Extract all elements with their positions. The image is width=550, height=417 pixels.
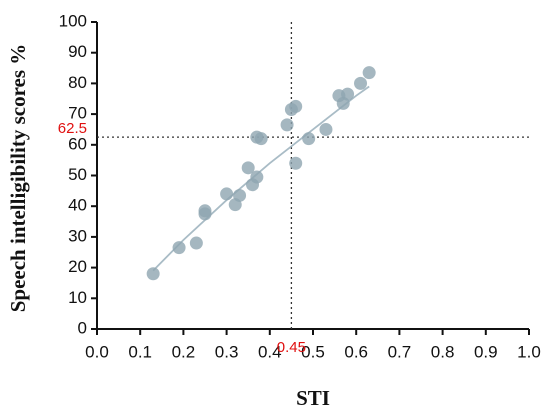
point (362, 66, 376, 80)
y-tick-label: 50 (68, 165, 87, 184)
point (289, 99, 303, 113)
x-tick-label: 0.9 (474, 342, 498, 361)
x-tick-label: 0.8 (431, 342, 455, 361)
point (250, 170, 264, 184)
point (254, 132, 268, 146)
point (354, 76, 368, 90)
trend-line (152, 85, 370, 272)
point (189, 236, 203, 250)
point (302, 132, 316, 146)
point (172, 241, 186, 255)
x-tick-label: 0.2 (172, 342, 196, 361)
reference-label: 62.5 (58, 120, 87, 137)
point (233, 188, 247, 202)
x-tick-label: 0.5 (301, 342, 325, 361)
point (241, 161, 255, 175)
x-tick-label: 1.0 (517, 342, 541, 361)
y-tick-label: 40 (68, 196, 87, 215)
y-tick-label: 30 (68, 226, 87, 245)
y-tick-label: 100 (59, 11, 87, 30)
x-tick-label: 0.6 (344, 342, 368, 361)
point (341, 87, 355, 101)
x-tick-label: 0.0 (85, 342, 109, 361)
y-tick-label: 0 (78, 318, 87, 337)
y-tick-label: 90 (68, 42, 87, 61)
x-tick-label: 0.4 (258, 342, 282, 361)
x-tick-label: 0.3 (215, 342, 239, 361)
y-tick-label: 20 (68, 257, 87, 276)
y-tick-label: 60 (68, 134, 87, 153)
y-axis-title: Speech intelligibility scores % (6, 44, 30, 313)
x-axis-title: STI (296, 386, 330, 410)
y-tick-label: 80 (68, 73, 87, 92)
y-tick-label: 10 (68, 288, 87, 307)
point (319, 122, 333, 136)
point (289, 156, 303, 170)
point (280, 118, 294, 132)
point (220, 187, 234, 201)
point (146, 267, 160, 281)
x-tick-label: 0.7 (388, 342, 412, 361)
reference-label: 0.45 (277, 339, 306, 356)
y-tick-label: 70 (68, 104, 87, 123)
point (198, 204, 212, 218)
x-tick-label: 0.1 (128, 342, 152, 361)
